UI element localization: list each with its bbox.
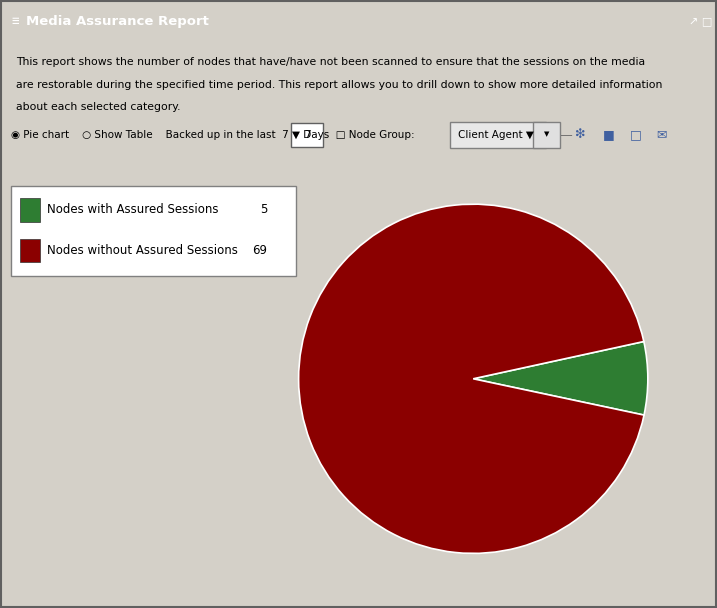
Text: Client Agent ▼: Client Agent ▼	[458, 130, 533, 140]
Text: 69: 69	[252, 244, 267, 257]
Text: Media Assurance Report: Media Assurance Report	[26, 15, 209, 28]
Wedge shape	[473, 342, 648, 415]
Text: Nodes without Assured Sessions: Nodes without Assured Sessions	[47, 244, 238, 257]
Text: ↗ □: ↗ □	[689, 16, 713, 26]
Text: ▼: ▼	[543, 131, 549, 137]
Text: ―: ―	[561, 130, 572, 140]
Text: ■: ■	[602, 128, 614, 141]
Text: 5: 5	[260, 203, 267, 216]
FancyBboxPatch shape	[11, 186, 296, 275]
Bar	[20, 198, 40, 222]
Wedge shape	[298, 204, 644, 553]
Text: 7: 7	[303, 130, 310, 140]
Text: Nodes with Assured Sessions: Nodes with Assured Sessions	[47, 203, 219, 216]
Text: ≡: ≡	[11, 15, 19, 28]
Text: are restorable during the specified time period. This report allows you to drill: are restorable during the specified time…	[16, 80, 662, 89]
Text: This report shows the number of nodes that have/have not been scanned to ensure : This report shows the number of nodes th…	[16, 57, 645, 67]
FancyBboxPatch shape	[533, 122, 560, 148]
FancyBboxPatch shape	[291, 123, 323, 147]
Text: ✉: ✉	[657, 128, 667, 141]
FancyBboxPatch shape	[450, 122, 546, 148]
Text: ◉ Pie chart    ○ Show Table    Backed up in the last  7 ▼ Days  □ Node Group:: ◉ Pie chart ○ Show Table Backed up in th…	[11, 130, 415, 140]
Bar	[20, 239, 40, 262]
Text: □: □	[630, 128, 641, 141]
Text: ❇: ❇	[576, 128, 586, 141]
Text: about each selected category.: about each selected category.	[16, 103, 180, 112]
